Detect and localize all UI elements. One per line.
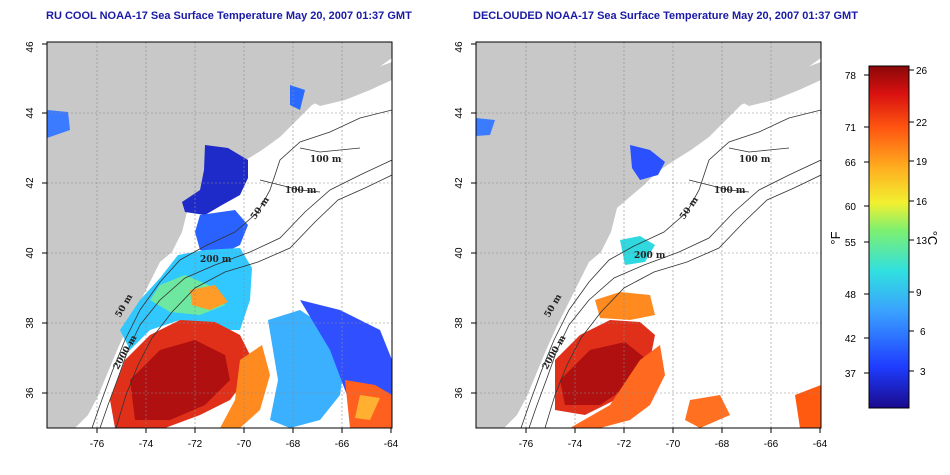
celsius-ticks: 26 22 19 16 13 9 6 3 (909, 66, 928, 378)
x-tick-label: -72 (188, 439, 203, 450)
x-tick-label: -74 (139, 439, 154, 450)
colorbar-gradient (868, 65, 910, 409)
f-tick-label: 48 (845, 290, 857, 301)
f-tick-label: 71 (845, 123, 857, 134)
f-tick-label: 37 (845, 369, 857, 380)
f-tick-label: 55 (845, 238, 857, 249)
y-tick-label: 46 (454, 41, 465, 53)
f-tick-label: 60 (845, 202, 857, 213)
sst-cold-patch (630, 145, 665, 180)
x-tick-label: -66 (764, 439, 779, 450)
right-y-axis: 36 38 40 42 44 46 (454, 41, 476, 399)
contour-label: 200 m (634, 251, 666, 261)
x-tick-label: -72 (617, 439, 632, 450)
c-tick-label: 26 (916, 66, 928, 77)
x-tick-label: -74 (568, 439, 583, 450)
f-tick-label: 42 (845, 334, 857, 345)
y-tick-label: 40 (454, 247, 465, 259)
f-tick-label: 78 (845, 71, 857, 82)
c-tick-label: 22 (916, 118, 928, 129)
x-tick-label: -66 (335, 439, 350, 450)
isobath-contours (99, 159, 392, 428)
y-tick-label: 38 (25, 317, 36, 329)
celsius-unit-label: °C (925, 231, 940, 246)
y-tick-label: 38 (454, 317, 465, 329)
c-tick-label: 6 (920, 327, 926, 338)
x-tick-label: -70 (666, 439, 681, 450)
x-tick-label: -70 (237, 439, 252, 450)
temperature-colorbar: 78 71 66 60 55 48 42 37 26 22 19 16 13 9… (828, 65, 940, 409)
y-tick-label: 40 (25, 247, 36, 259)
y-tick-label: 36 (454, 387, 465, 399)
y-tick-label: 36 (25, 387, 36, 399)
contour-label: 100 m (310, 155, 342, 165)
c-tick-label: 3 (920, 367, 926, 378)
f-tick-label: 66 (845, 158, 857, 169)
y-tick-label: 42 (25, 177, 36, 189)
land-mass (47, 42, 392, 428)
isobath-contours (528, 159, 821, 428)
contour-label: 100 m (739, 155, 771, 165)
x-tick-label: -68 (715, 439, 730, 450)
fahrenheit-unit-label: °F (828, 231, 843, 244)
left-map-title: RU COOL NOAA-17 Sea Surface Temperature … (46, 10, 412, 22)
right-x-axis: -76 -74 -72 -70 -68 -66 -64 (519, 428, 828, 450)
y-tick-label: 42 (454, 177, 465, 189)
contour-label: 100 m (714, 186, 746, 196)
land-mass (476, 42, 821, 428)
left-sst-map: 100 m 100 m 50 m 200 m 50 m 2000 m -76 -… (25, 41, 399, 450)
x-tick-label: -64 (384, 439, 399, 450)
x-tick-label: -76 (90, 439, 105, 450)
y-tick-label: 44 (454, 107, 465, 119)
right-sst-map: 100 m 100 m 50 m 200 m 50 m 2000 m -76 -… (454, 41, 828, 450)
sst-cold-gulf-of-maine (182, 145, 248, 215)
x-tick-label: -76 (519, 439, 534, 450)
x-tick-label: -68 (286, 439, 301, 450)
right-map-title: DECLOUDED NOAA-17 Sea Surface Temperatur… (473, 10, 858, 22)
c-tick-label: 19 (916, 157, 928, 168)
fahrenheit-ticks: 78 71 66 60 55 48 42 37 (845, 71, 869, 380)
c-tick-label: 13 (916, 236, 928, 247)
c-tick-label: 9 (916, 288, 922, 299)
left-y-axis: 36 38 40 42 44 46 (25, 41, 47, 399)
y-tick-label: 44 (25, 107, 36, 119)
contour-label: 100 m (285, 186, 317, 196)
c-tick-label: 16 (916, 197, 928, 208)
contour-label: 200 m (200, 255, 232, 265)
y-tick-label: 46 (25, 41, 36, 53)
x-tick-label: -64 (813, 439, 828, 450)
left-x-axis: -76 -74 -72 -70 -68 -66 -64 (90, 428, 399, 450)
